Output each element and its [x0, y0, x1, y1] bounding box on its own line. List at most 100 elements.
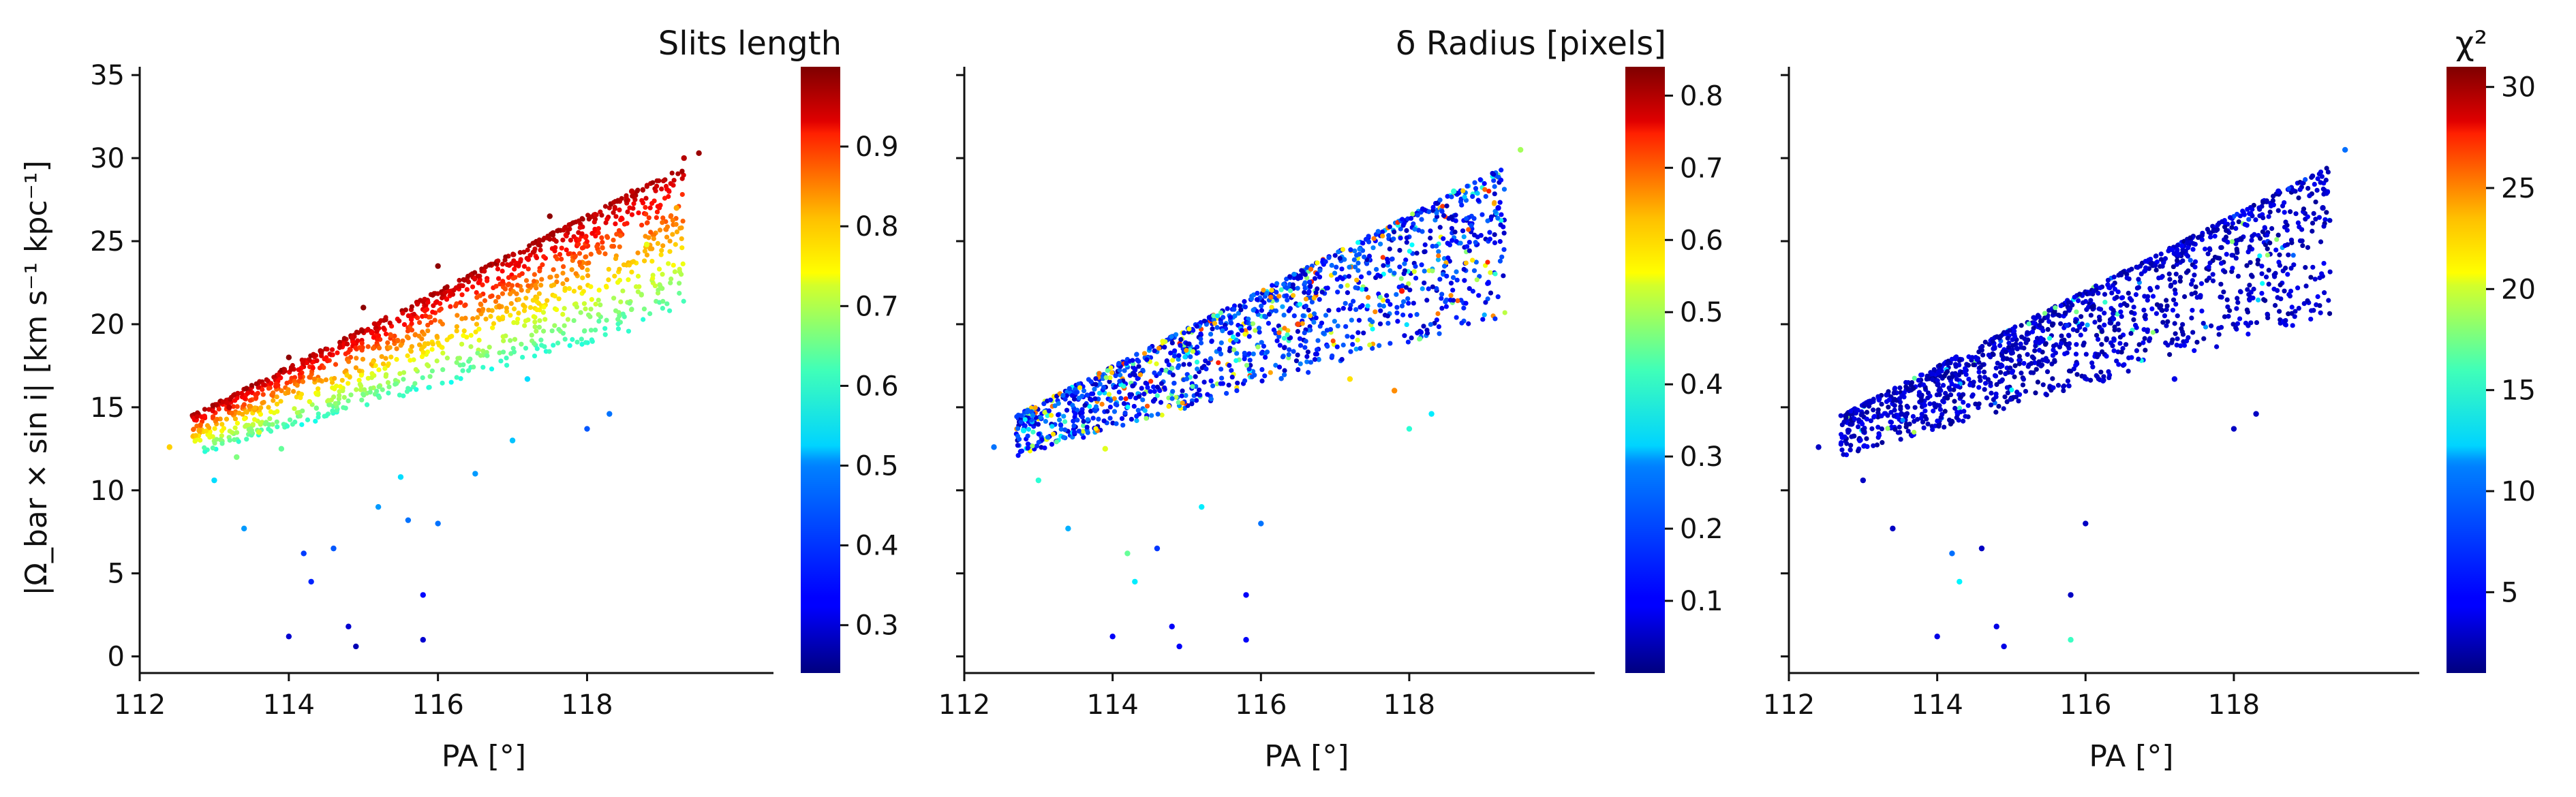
scatter-point — [1454, 277, 1460, 283]
scatter-point — [1286, 352, 1291, 358]
scatter-point — [425, 341, 431, 347]
scatter-point — [1071, 418, 1076, 424]
scatter-point — [1117, 367, 1122, 373]
scatter-point — [1227, 362, 1232, 368]
scatter-point — [516, 311, 521, 316]
scatter-point — [1436, 249, 1441, 254]
scatter-point — [232, 416, 239, 422]
scatter-point — [1036, 431, 1041, 437]
scatter-point — [1097, 390, 1103, 396]
scatter-point — [2008, 365, 2013, 371]
scatter-point — [1459, 320, 1465, 326]
scatter-point — [1406, 426, 1413, 432]
y-tick-label: 10 — [90, 475, 125, 507]
scatter-point — [330, 408, 335, 413]
scatter-point — [1990, 339, 1995, 344]
scatter-point — [1220, 328, 1225, 334]
scatter-point — [1352, 248, 1358, 253]
scatter-point — [2110, 283, 2116, 288]
scatter-point — [673, 205, 679, 211]
scatter-point — [356, 330, 361, 335]
scatter-point — [2286, 186, 2292, 191]
scatter-point — [455, 313, 460, 318]
scatter-point — [2012, 324, 2018, 330]
scatter-point — [296, 367, 301, 373]
scatter-point — [2164, 303, 2170, 309]
scatter-point — [1445, 255, 1451, 261]
scatter-point — [1875, 410, 1881, 416]
scatter-point — [1045, 413, 1050, 418]
scatter-point — [2033, 343, 2038, 349]
scatter-point — [307, 399, 312, 405]
scatter-point — [1295, 367, 1301, 373]
scatter-point — [2237, 289, 2243, 294]
scatter-point — [243, 386, 248, 392]
scatter-point — [194, 423, 200, 429]
scatter-point — [211, 477, 217, 484]
scatter-point — [1317, 268, 1323, 273]
scatter-point — [425, 362, 430, 367]
scatter-point — [425, 322, 431, 328]
scatter-point — [581, 301, 587, 307]
scatter-point — [1466, 321, 1471, 326]
scatter-point — [409, 344, 414, 349]
scatter-point — [260, 392, 266, 397]
scatter-point — [2042, 311, 2048, 316]
scatter-point — [1088, 379, 1094, 384]
scatter-point — [532, 341, 537, 346]
scatter-point — [655, 240, 660, 247]
scatter-point — [343, 405, 348, 411]
scatter-point — [1169, 340, 1175, 346]
scatter-point — [1119, 416, 1125, 422]
scatter-point — [1437, 277, 1443, 282]
scatter-point — [1230, 334, 1236, 340]
scatter-point — [2227, 308, 2233, 313]
scatter-point — [1997, 343, 2003, 348]
scatter-point — [413, 366, 418, 373]
scatter-point — [1405, 339, 1411, 345]
scatter-point — [1184, 341, 1191, 347]
scatter-point — [1965, 362, 1971, 368]
scatter-point — [654, 209, 660, 215]
scatter-point — [1152, 370, 1157, 375]
scatter-point — [258, 405, 264, 411]
scatter-point — [2246, 217, 2252, 222]
scatter-point — [1298, 273, 1303, 279]
scatter-point — [2303, 176, 2308, 183]
scatter-point — [536, 291, 542, 296]
scatter-point — [435, 520, 441, 527]
scatter-point — [1879, 426, 1884, 432]
scatter-point — [554, 273, 559, 279]
scatter-point — [570, 337, 575, 342]
scatter-point — [2014, 345, 2019, 351]
scatter-point — [1101, 385, 1107, 390]
scatter-point — [536, 238, 542, 244]
scatter-point — [1439, 292, 1445, 297]
scatter-point — [297, 413, 303, 419]
scatter-point — [1242, 378, 1248, 384]
scatter-point — [350, 334, 355, 340]
scatter-point — [2212, 234, 2218, 239]
scatter-point — [2031, 320, 2037, 326]
scatter-point — [1470, 193, 1475, 199]
scatter-point — [292, 375, 298, 380]
scatter-point — [301, 550, 307, 557]
scatter-point — [489, 366, 495, 372]
scatter-point — [1332, 253, 1338, 258]
scatter-point — [1159, 381, 1165, 386]
scatter-point — [321, 365, 326, 371]
scatter-point — [495, 266, 501, 272]
scatter-point — [1957, 358, 1963, 363]
scatter-point — [639, 222, 645, 228]
scatter-point — [2072, 294, 2077, 300]
scatter-point — [2020, 382, 2026, 388]
scatter-point — [1345, 334, 1350, 339]
scatter-point — [490, 325, 495, 330]
scatter-point — [2205, 226, 2210, 232]
scatter-point — [430, 309, 435, 315]
scatter-point — [523, 345, 529, 351]
scatter-point — [437, 307, 442, 313]
scatter-point — [1071, 396, 1077, 402]
scatter-point — [2021, 345, 2027, 351]
scatter-point — [1171, 380, 1177, 386]
